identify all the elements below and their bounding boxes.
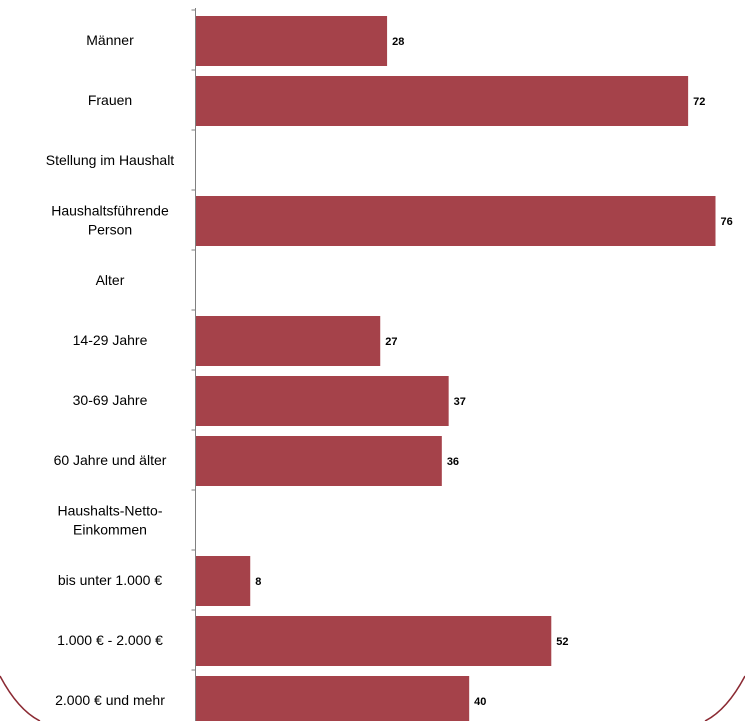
axis-ticks-group [191, 9, 196, 671]
category-label: 2.000 € und mehr [55, 692, 165, 708]
category-label: Haushaltsführende Person [51, 203, 169, 238]
bar [195, 16, 388, 66]
data-label: 40 [474, 696, 486, 708]
data-label: 37 [454, 396, 466, 408]
bar [195, 376, 449, 426]
bar [195, 676, 470, 721]
category-label: Alter [96, 272, 125, 288]
bar [195, 316, 381, 366]
category-label: Frauen [88, 92, 132, 108]
category-label: 14-29 Jahre [73, 332, 148, 348]
category-label: Männer [86, 32, 134, 48]
data-label: 28 [392, 36, 404, 48]
data-label: 76 [721, 216, 733, 228]
category-label: Stellung im Haushalt [46, 152, 175, 168]
category-label: 60 Jahre und älter [54, 452, 167, 468]
data-label: 8 [255, 576, 261, 588]
bar [195, 76, 689, 126]
category-label: Haushalts-Netto-Einkommen [57, 503, 162, 538]
category-label: 30-69 Jahre [73, 392, 148, 408]
bar [195, 556, 251, 606]
data-label: 72 [693, 96, 705, 108]
bar [195, 196, 716, 246]
data-label: 52 [556, 636, 568, 648]
decorative-frame-curve [0, 675, 745, 721]
data-label: 36 [447, 456, 459, 468]
bars-group [195, 16, 716, 721]
category-label: 1.000 € - 2.000 € [57, 632, 163, 648]
bar [195, 436, 442, 486]
data-label: 27 [385, 336, 397, 348]
category-label: bis unter 1.000 € [58, 572, 163, 588]
bar [195, 616, 552, 666]
category-labels-group: Männer Frauen Stellung im Haushalt Haushalt… [46, 32, 175, 708]
data-labels-group: 28 72 76 27 37 36 8 52 40 [255, 36, 733, 708]
